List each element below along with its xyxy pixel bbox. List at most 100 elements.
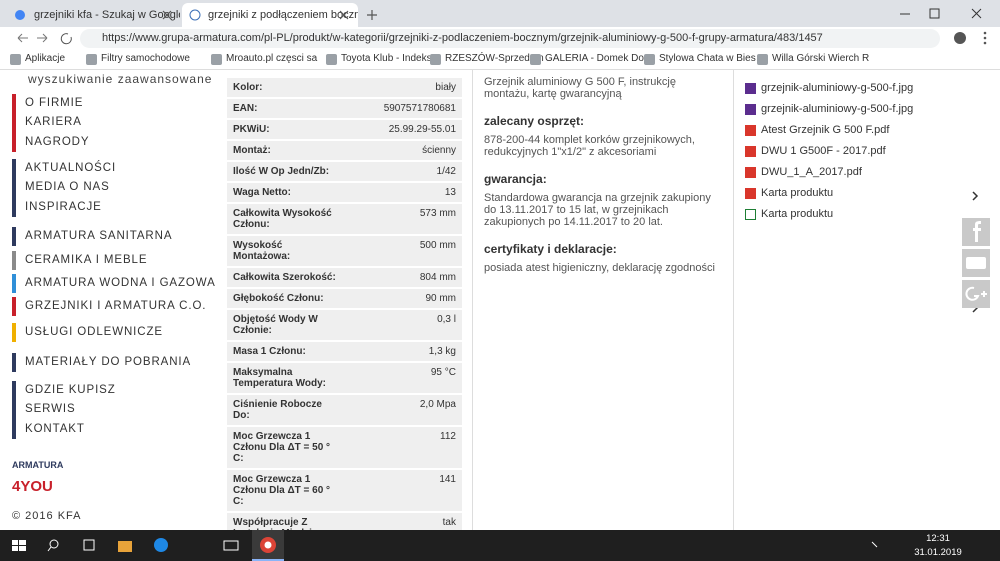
spec-row: Montaż: ścienny: [227, 141, 462, 160]
toolbar-icons: [954, 31, 987, 45]
menu-item[interactable]: USŁUGI ODLEWNICZE: [25, 326, 163, 338]
menu-item[interactable]: KARIERA: [25, 116, 82, 129]
logo-bottom: 4YOU: [12, 478, 53, 495]
menu-item[interactable]: ARMATURA WODNA I GAZOWA: [25, 277, 216, 289]
section-body: Standardowa gwarancja na grzejnik zakupi…: [484, 192, 711, 228]
address-bar: https://www.grupa-armatura.com/pl-PL/pro…: [0, 27, 1000, 50]
bookmark[interactable]: Willa Górski Wierch R: [757, 53, 869, 65]
menu-group: MATERIAŁY DO POBRANIA: [12, 353, 192, 373]
menu-item[interactable]: NAGRODY: [25, 135, 90, 148]
spec-value: 1,3 kg: [428, 346, 456, 357]
menu-item[interactable]: GRZEJNIKI I ARMATURA C.O.: [25, 300, 207, 312]
bookmark[interactable]: RZESZÓW-Sprzedam: [430, 53, 544, 65]
file-link[interactable]: DWU_1_A_2017.pdf: [745, 166, 913, 187]
menu-item[interactable]: KONTAKT: [25, 422, 85, 435]
copyright: © 2016 KFA: [12, 510, 82, 522]
spec-label: Moc Grzewcza 1 Członu Dla ΔT = 50 ° C:: [233, 431, 331, 464]
tab-bar: grzejniki kfa - Szukaj w Google grzejnik…: [0, 0, 1000, 27]
spec-label: Współpracuje Z Instalacją Miedzianą:: [233, 517, 332, 530]
spec-value: 13: [444, 187, 456, 198]
file-icon: [745, 167, 756, 178]
file-link[interactable]: Karta produktu: [745, 187, 913, 208]
menu-item[interactable]: INSPIRACJE: [25, 200, 102, 213]
file-name[interactable]: Atest Grzejnik G 500 F.pdf: [761, 124, 890, 136]
sidebar: O FIRMIE KARIERA NAGRODY AKTUALNOŚCI MEDIA O…: [0, 70, 220, 530]
bookmark[interactable]: Stylowa Chata w Bies: [644, 53, 756, 65]
menu-item[interactable]: O FIRMIE: [25, 97, 84, 109]
spec-row: Ciśnienie Robocze Do: 2,0 Mpa: [227, 395, 462, 425]
menu-item[interactable]: GDZIE KUPISZ: [25, 384, 116, 396]
clock-date: 31.01.2019: [914, 547, 962, 558]
taskbar-icons: [12, 530, 878, 561]
menu-item[interactable]: ARMATURA SANITARNA: [25, 230, 173, 242]
spec-value: 112: [440, 431, 456, 442]
file-link[interactable]: Karta produktu: [745, 208, 913, 229]
file-link[interactable]: DWU 1 G500F - 2017.pdf: [745, 145, 913, 166]
file-name[interactable]: grzejnik-aluminiowy-g-500-f.jpg: [761, 103, 914, 115]
section-body: posiada atest higieniczny, deklarację zg…: [484, 262, 715, 274]
menu-group: GRZEJNIKI I ARMATURA C.O.: [12, 297, 207, 317]
bookmark[interactable]: Toyota Klub - Indeks: [326, 53, 432, 65]
spec-value: ścienny: [422, 145, 456, 156]
spec-label: EAN:: [233, 103, 258, 114]
spec-label: Montaż:: [233, 145, 271, 156]
tab[interactable]: grzejniki kfa - Szukaj w Google: [34, 9, 180, 21]
spec-label: Ilość W Op Jedn/Zb:: [233, 166, 330, 177]
url-field[interactable]: https://www.grupa-armatura.com/pl-PL/pro…: [80, 29, 940, 48]
bookmark[interactable]: Aplikacje: [10, 53, 65, 65]
product-info: Grzejnik aluminiowy G 500 F, instrukcję …: [484, 76, 724, 274]
file-icon: [745, 104, 756, 115]
menu-item[interactable]: AKTUALNOŚCI: [25, 162, 117, 174]
side-icons: [962, 191, 990, 313]
file-link[interactable]: grzejnik-aluminiowy-g-500-f.jpg: [745, 82, 913, 103]
bookmark[interactable]: Mroauto.pl częsci sa: [211, 53, 317, 65]
spec-label: Moc Grzewcza 1 Członu Dla ΔT = 60 ° C:: [233, 474, 331, 507]
spec-label: Kolor:: [233, 82, 263, 93]
spec-label: Głębokość Członu:: [233, 293, 324, 304]
taskbar: 12:31 31.01.2019: [0, 530, 1000, 561]
clock-time: 12:31: [926, 533, 950, 544]
spec-label: Całkowita Wysokość Członu:: [233, 208, 332, 230]
spec-label: Maksymalna Temperatura Wody:: [233, 367, 326, 389]
spec-value: 141: [439, 474, 456, 485]
bookmark[interactable]: GALERIA - Domek Do: [530, 53, 644, 65]
advanced-search[interactable]: wyszukiwanie zaawansowane: [28, 72, 213, 86]
spec-label: Wysokość Montażowa:: [233, 240, 291, 262]
file-name[interactable]: grzejnik-aluminiowy-g-500-f.jpg: [761, 82, 914, 94]
spec-value: 500 mm: [419, 240, 456, 251]
menu-group: AKTUALNOŚCI MEDIA O NAS INSPIRACJE: [12, 159, 116, 217]
spec-value: tak: [442, 517, 456, 528]
file-link[interactable]: Atest Grzejnik G 500 F.pdf: [745, 124, 913, 145]
menu-item[interactable]: SERWIS: [25, 403, 76, 416]
spec-row: Wysokość Montażowa: 500 mm: [227, 236, 462, 266]
file-icon: [745, 188, 756, 199]
spec-value: 0,3 l: [437, 314, 456, 325]
section-heading: zalecany osprzęt:: [484, 114, 585, 128]
spec-label: Całkowita Szerokość:: [233, 272, 336, 283]
intro-text: Grzejnik aluminiowy G 500 F, instrukcję …: [484, 76, 676, 100]
logo-top: ARMATURA: [12, 460, 64, 470]
file-name[interactable]: DWU_1_A_2017.pdf: [761, 166, 862, 178]
spec-value: 573 mm: [419, 208, 456, 219]
file-list: grzejnik-aluminiowy-g-500-f.jpg grzejnik-…: [745, 82, 913, 229]
file-link[interactable]: grzejnik-aluminiowy-g-500-f.jpg: [745, 103, 913, 124]
spec-row: Współpracuje Z Instalacją Miedzianą: tak: [227, 513, 462, 530]
spec-value: 5907571780681: [383, 103, 456, 114]
file-name[interactable]: DWU 1 G500F - 2017.pdf: [761, 145, 886, 157]
menu-item[interactable]: CERAMIKA I MEBLE: [25, 254, 148, 266]
section-heading: certyfikaty i deklaracje:: [484, 242, 617, 256]
spec-label: PKWiU:: [233, 124, 270, 135]
bookmark[interactable]: Filtry samochodowe: [86, 53, 190, 65]
file-name[interactable]: Karta produktu: [761, 208, 834, 220]
tab[interactable]: grzejniki z podłączeniem boczny: [182, 3, 358, 27]
menu-item[interactable]: MATERIAŁY DO POBRANIA: [25, 356, 192, 368]
file-name[interactable]: Karta produktu: [761, 187, 834, 199]
menu-item[interactable]: MEDIA O NAS: [25, 181, 110, 194]
divider: [733, 70, 734, 530]
spec-label: Masa 1 Członu:: [233, 346, 306, 357]
file-icon: [745, 146, 756, 157]
menu-group: CERAMIKA I MEBLE: [12, 251, 148, 271]
spec-table: Kolor: biały EAN: 5907571780681 PKWiU: 25.99.…: [227, 78, 462, 530]
web-page: wyszukiwanie zaawansowane O FIRMIE KARIER…: [0, 70, 1000, 530]
